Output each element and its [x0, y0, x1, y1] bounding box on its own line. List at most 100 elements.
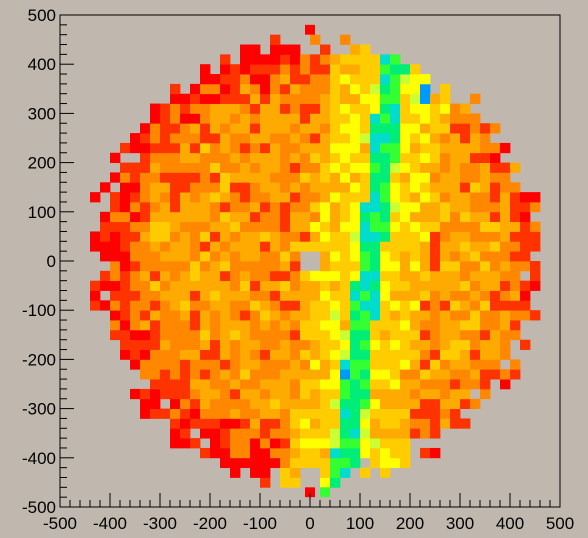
heatmap-cell: [190, 182, 201, 193]
heatmap-cell: [440, 172, 451, 183]
heatmap-cell: [140, 192, 151, 203]
heatmap-cell: [320, 467, 331, 478]
heatmap-cell: [270, 457, 281, 469]
heatmap-cell: [230, 339, 241, 350]
heatmap-cell: [240, 221, 251, 232]
heatmap-cell: [280, 261, 291, 272]
heatmap-cell: [410, 310, 421, 321]
heatmap-cell: [170, 133, 181, 144]
heatmap-cell: [260, 290, 271, 301]
heatmap-cell: [305, 487, 315, 498]
y-tick-label: -200: [22, 350, 56, 369]
heatmap-cell: [140, 172, 151, 183]
heatmap-cell: [240, 133, 251, 144]
heatmap-cell: [300, 221, 311, 232]
heatmap-cell: [230, 457, 241, 469]
heatmap-cell: [440, 339, 451, 350]
heatmap-cell: [390, 142, 401, 154]
heatmap-cell: [200, 261, 211, 272]
heatmap-cell: [260, 447, 271, 459]
heatmap-cell: [380, 320, 391, 331]
heatmap-cell: [420, 93, 431, 104]
heatmap-cell: [200, 123, 211, 134]
heatmap-cell: [250, 123, 261, 134]
heatmap-cell: [410, 408, 421, 419]
heatmap-cell: [200, 398, 211, 409]
heatmap-cell: [380, 438, 391, 449]
heatmap-cell: [210, 231, 221, 242]
heatmap-cell: [310, 349, 321, 360]
heatmap-cell: [350, 182, 361, 193]
heatmap-cell: [240, 359, 251, 370]
heatmap-cell: [440, 221, 451, 232]
heatmap-cell: [400, 192, 411, 203]
heatmap-cell: [330, 310, 341, 321]
heatmap-cell: [480, 379, 491, 390]
heatmap-cell: [420, 359, 431, 370]
heatmap-cell: [470, 123, 481, 134]
heatmap-cell: [340, 172, 351, 183]
heatmap-cell: [310, 142, 321, 154]
heatmap-cell: [270, 93, 281, 104]
heatmap-cell: [500, 162, 511, 173]
heatmap-cell: [240, 290, 251, 301]
heatmap-cell: [340, 438, 351, 449]
heatmap-cell: [310, 162, 321, 173]
heatmap-cell: [300, 428, 311, 439]
heatmap-cell: [380, 241, 391, 252]
heatmap-cell: [370, 133, 381, 144]
heatmap-cell: [370, 162, 381, 173]
heatmap-cell: [350, 329, 361, 341]
heatmap-cell: [300, 290, 311, 301]
heatmap-cell: [240, 300, 251, 311]
heatmap-cell: [390, 123, 401, 134]
heatmap-cell: [190, 221, 201, 232]
x-tick-label: 300: [446, 514, 474, 533]
heatmap-cell: [150, 349, 161, 360]
heatmap-cell: [360, 398, 371, 409]
heatmap-cell: [240, 428, 251, 439]
heatmap-cell: [230, 123, 241, 134]
heatmap-cell: [340, 290, 351, 301]
heatmap-cell: [440, 152, 451, 163]
heatmap-cell: [390, 192, 401, 203]
heatmap-cell: [210, 408, 221, 419]
heatmap-cell: [220, 103, 231, 114]
heatmap-cell: [470, 280, 481, 291]
heatmap-cell: [180, 388, 191, 400]
heatmap-cell: [190, 133, 201, 144]
heatmap-cell: [430, 408, 441, 419]
heatmap-cell: [170, 113, 181, 124]
heatmap-cell: [320, 300, 331, 311]
heatmap-cell: [390, 369, 401, 380]
heatmap-cell: [300, 83, 311, 95]
heatmap-cell: [430, 93, 441, 104]
heatmap-cell: [450, 408, 461, 419]
heatmap-cell: [210, 152, 221, 163]
heatmap-cell: [305, 24, 315, 35]
heatmap-cell: [420, 408, 431, 419]
heatmap-cell: [180, 428, 191, 439]
heatmap-cell: [320, 349, 331, 360]
heatmap-cell: [450, 270, 461, 282]
heatmap-cell: [290, 270, 301, 282]
heatmap-cell: [180, 142, 191, 154]
heatmap-cell: [230, 113, 241, 124]
heatmap-cell: [300, 113, 311, 124]
heatmap-cell: [340, 428, 351, 439]
heatmap-cell: [500, 172, 511, 183]
heatmap-cell: [210, 251, 221, 262]
heatmap-cell: [350, 418, 361, 429]
heatmap-cell: [450, 310, 461, 321]
heatmap-cell: [210, 83, 221, 95]
heatmap-cell: [500, 201, 511, 213]
heatmap-cell: [390, 231, 401, 242]
heatmap-cell: [330, 261, 341, 272]
heatmap-cell: [510, 211, 521, 223]
heatmap-cell: [160, 329, 171, 341]
heatmap-cell: [310, 74, 321, 85]
heatmap-cell: [200, 447, 211, 459]
heatmap-cell: [270, 123, 281, 134]
heatmap-cell: [330, 74, 341, 85]
heatmap-cell: [390, 388, 401, 400]
